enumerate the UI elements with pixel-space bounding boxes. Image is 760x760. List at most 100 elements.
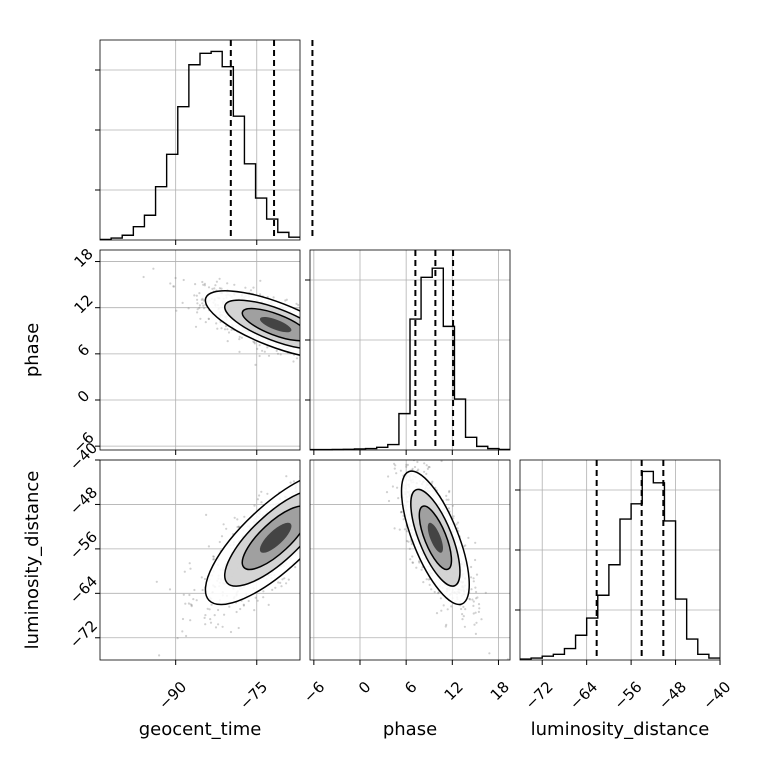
sample-point	[300, 549, 302, 551]
sample-point	[307, 331, 309, 333]
sample-point	[437, 592, 440, 595]
sample-point	[303, 510, 305, 512]
x-tick-label: −64	[566, 678, 601, 713]
contour-line	[418, 505, 453, 571]
sample-point	[236, 525, 239, 529]
sample-point	[303, 543, 305, 545]
sample-point	[462, 605, 465, 609]
sample-point	[393, 462, 396, 465]
sample-point	[203, 616, 206, 620]
sample-point	[205, 513, 208, 517]
x-axis-labels: geocent_time phase luminosity_distance	[139, 719, 710, 740]
sample-point	[295, 357, 299, 360]
sample-point	[306, 497, 308, 499]
sample-point	[207, 317, 210, 320]
x-tick-label: 6	[401, 678, 420, 697]
sample-point	[464, 608, 467, 611]
sample-point	[301, 345, 303, 347]
sample-point	[411, 561, 414, 564]
sample-point	[433, 590, 436, 594]
sample-point	[195, 599, 198, 602]
sample-point	[302, 532, 304, 534]
sample-point	[427, 465, 430, 469]
sample-point	[302, 331, 304, 333]
sample-point	[285, 298, 288, 301]
sample-point	[307, 335, 309, 337]
scatter-panel-geocent-time-vs-luminosity-distance	[95, 459, 310, 665]
sample-point	[397, 497, 400, 500]
sample-point	[474, 541, 477, 544]
sample-point	[405, 463, 408, 466]
sample-point	[437, 591, 440, 594]
x-axis-label-luminosity-distance: luminosity_distance	[531, 719, 710, 740]
sample-point	[218, 287, 221, 290]
sample-point	[426, 467, 429, 470]
sample-point	[203, 284, 206, 287]
sample-point	[440, 609, 443, 612]
sample-point	[301, 516, 303, 518]
sample-point	[266, 346, 269, 349]
sample-point	[190, 605, 193, 608]
sample-point	[474, 611, 477, 614]
sample-point	[176, 637, 179, 640]
y-tick-label: −72	[66, 617, 101, 652]
sample-point	[301, 352, 303, 354]
sample-point	[181, 617, 185, 621]
sample-point	[418, 560, 421, 563]
sample-point	[301, 326, 303, 328]
sample-point	[207, 545, 210, 548]
sample-point	[308, 523, 310, 525]
sample-point	[181, 630, 184, 633]
hist-panel-geocent-time	[95, 39, 314, 245]
sample-point	[305, 323, 307, 325]
density-level	[427, 522, 444, 553]
sample-point	[307, 492, 309, 494]
sample-point	[395, 472, 398, 475]
sample-point	[304, 525, 306, 527]
y-tick-label: 0	[74, 387, 93, 406]
sample-point	[425, 578, 428, 581]
sample-point	[263, 350, 266, 353]
sample-point	[301, 332, 303, 334]
sample-point	[460, 607, 463, 611]
sample-point	[474, 558, 477, 562]
sample-point	[302, 511, 304, 513]
sample-point	[283, 577, 286, 580]
sample-point	[407, 540, 410, 543]
density-layer	[142, 267, 309, 366]
contour-line	[241, 505, 300, 571]
sample-point	[306, 359, 308, 361]
sample-point	[308, 520, 310, 522]
sample-point	[393, 527, 396, 530]
sample-point	[405, 465, 408, 468]
y-tick-label: 6	[74, 341, 93, 360]
sample-point	[452, 515, 455, 518]
sample-point	[476, 596, 479, 599]
sample-point	[220, 535, 224, 538]
sample-point	[302, 493, 304, 495]
sample-point	[169, 282, 172, 285]
sample-point	[307, 497, 309, 499]
sample-point	[475, 621, 478, 624]
sample-point	[216, 327, 219, 330]
sample-point	[262, 590, 265, 593]
sample-point	[212, 555, 215, 558]
x-tick-label: 18	[487, 678, 513, 704]
contour-line	[410, 488, 461, 587]
sample-point	[455, 523, 458, 526]
sample-point	[305, 329, 307, 331]
sample-point	[236, 518, 239, 521]
sample-point	[188, 593, 191, 597]
sample-point	[226, 328, 229, 331]
sample-point	[237, 626, 240, 630]
sample-point	[302, 521, 304, 523]
sample-point	[242, 604, 245, 607]
sample-point	[206, 607, 209, 610]
sample-point	[302, 323, 304, 325]
sample-point	[462, 615, 465, 618]
sample-point	[184, 602, 187, 605]
sample-point	[302, 532, 304, 534]
contour-line	[400, 470, 471, 606]
sample-point	[275, 349, 278, 352]
sample-point	[306, 518, 308, 520]
